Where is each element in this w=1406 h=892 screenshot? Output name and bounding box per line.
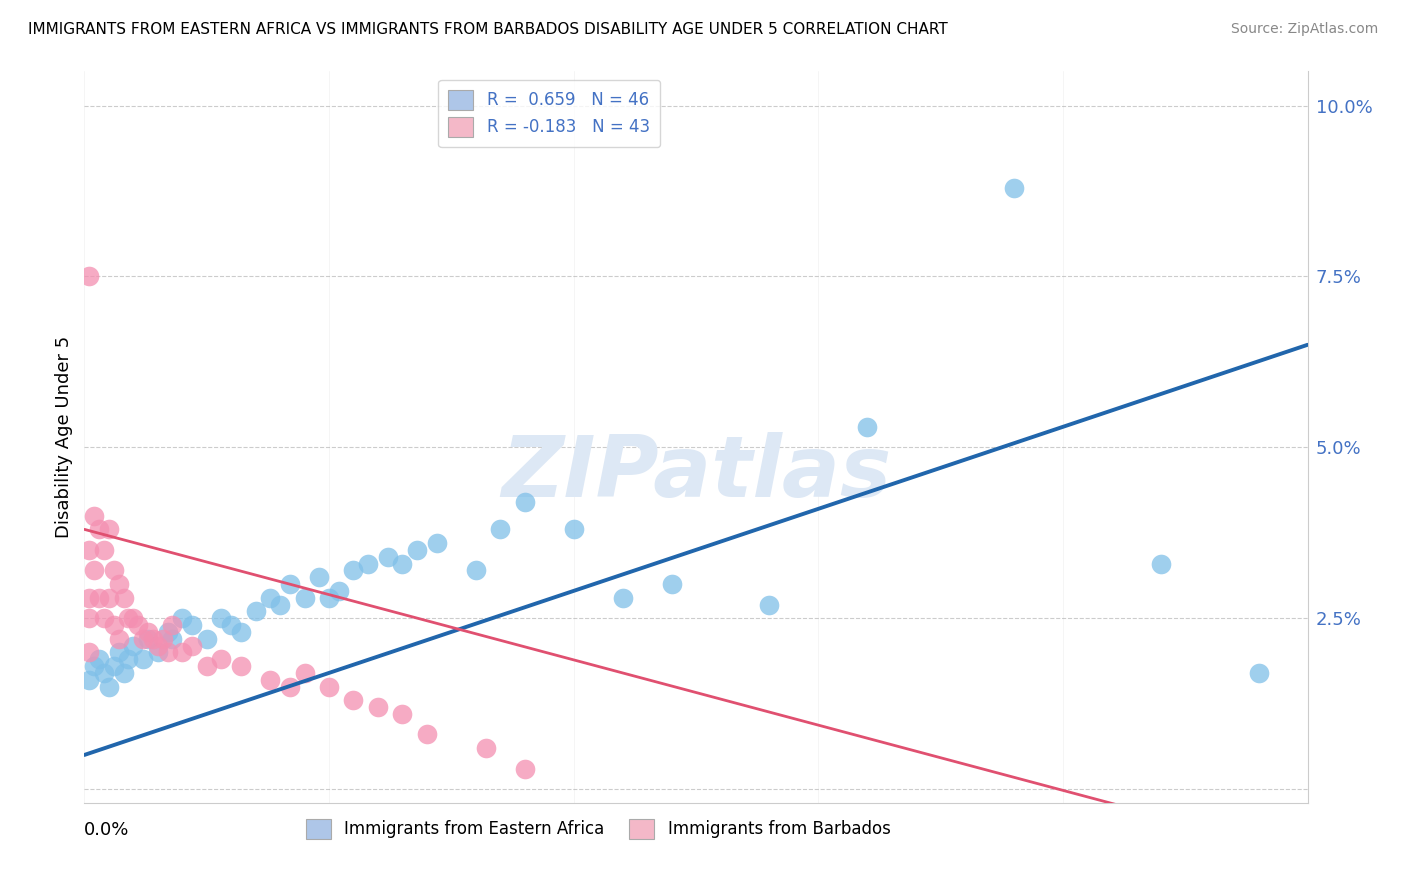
- Point: [229, 624, 252, 639]
- Point: [391, 557, 413, 571]
- Point: [122, 639, 145, 653]
- Point: [93, 665, 115, 680]
- Point: [117, 652, 139, 666]
- Point: [93, 542, 115, 557]
- Point: [162, 618, 184, 632]
- Point: [195, 632, 218, 646]
- Point: [97, 680, 120, 694]
- Point: [278, 577, 301, 591]
- Point: [87, 522, 110, 536]
- Point: [1002, 180, 1025, 194]
- Point: [294, 665, 316, 680]
- Point: [77, 542, 100, 557]
- Point: [87, 652, 110, 666]
- Point: [318, 591, 340, 605]
- Point: [661, 577, 683, 591]
- Point: [112, 665, 135, 680]
- Point: [377, 549, 399, 564]
- Point: [318, 680, 340, 694]
- Point: [209, 611, 232, 625]
- Point: [107, 577, 129, 591]
- Point: [77, 269, 100, 284]
- Point: [1247, 665, 1270, 680]
- Point: [156, 645, 179, 659]
- Point: [142, 632, 165, 646]
- Point: [122, 611, 145, 625]
- Point: [1150, 557, 1173, 571]
- Point: [367, 700, 389, 714]
- Point: [219, 618, 242, 632]
- Point: [328, 583, 350, 598]
- Point: [513, 495, 536, 509]
- Point: [152, 632, 174, 646]
- Point: [342, 563, 364, 577]
- Point: [489, 522, 512, 536]
- Point: [162, 632, 184, 646]
- Point: [391, 706, 413, 721]
- Point: [278, 680, 301, 694]
- Legend: Immigrants from Eastern Africa, Immigrants from Barbados: Immigrants from Eastern Africa, Immigran…: [299, 812, 897, 846]
- Point: [406, 542, 429, 557]
- Point: [416, 727, 439, 741]
- Point: [77, 645, 100, 659]
- Point: [77, 611, 100, 625]
- Point: [342, 693, 364, 707]
- Text: IMMIGRANTS FROM EASTERN AFRICA VS IMMIGRANTS FROM BARBADOS DISABILITY AGE UNDER : IMMIGRANTS FROM EASTERN AFRICA VS IMMIGR…: [28, 22, 948, 37]
- Point: [357, 557, 380, 571]
- Point: [269, 598, 291, 612]
- Point: [103, 618, 125, 632]
- Y-axis label: Disability Age Under 5: Disability Age Under 5: [55, 336, 73, 538]
- Point: [93, 611, 115, 625]
- Point: [156, 624, 179, 639]
- Point: [195, 659, 218, 673]
- Point: [87, 591, 110, 605]
- Point: [112, 591, 135, 605]
- Point: [83, 563, 105, 577]
- Point: [107, 645, 129, 659]
- Point: [136, 624, 159, 639]
- Point: [103, 659, 125, 673]
- Point: [77, 673, 100, 687]
- Point: [464, 563, 486, 577]
- Point: [758, 598, 780, 612]
- Point: [103, 563, 125, 577]
- Point: [117, 611, 139, 625]
- Point: [172, 611, 194, 625]
- Point: [97, 522, 120, 536]
- Point: [107, 632, 129, 646]
- Point: [245, 604, 267, 618]
- Point: [426, 536, 449, 550]
- Text: Source: ZipAtlas.com: Source: ZipAtlas.com: [1230, 22, 1378, 37]
- Text: 0.0%: 0.0%: [84, 821, 129, 839]
- Point: [181, 639, 204, 653]
- Point: [132, 652, 155, 666]
- Point: [229, 659, 252, 673]
- Point: [83, 508, 105, 523]
- Point: [209, 652, 232, 666]
- Point: [83, 659, 105, 673]
- Point: [562, 522, 585, 536]
- Point: [308, 570, 330, 584]
- Point: [146, 645, 169, 659]
- Point: [77, 591, 100, 605]
- Point: [132, 632, 155, 646]
- Point: [259, 673, 281, 687]
- Text: ZIPatlas: ZIPatlas: [501, 432, 891, 516]
- Point: [127, 618, 149, 632]
- Point: [612, 591, 634, 605]
- Point: [146, 639, 169, 653]
- Point: [294, 591, 316, 605]
- Point: [259, 591, 281, 605]
- Point: [136, 632, 159, 646]
- Point: [856, 420, 879, 434]
- Point: [513, 762, 536, 776]
- Point: [474, 741, 496, 756]
- Point: [172, 645, 194, 659]
- Point: [181, 618, 204, 632]
- Point: [97, 591, 120, 605]
